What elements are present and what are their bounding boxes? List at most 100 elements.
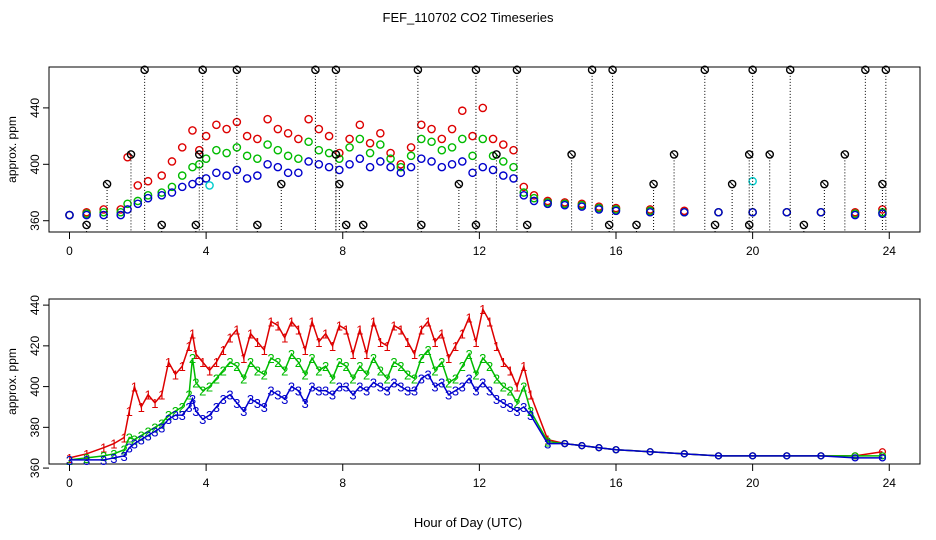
data-point	[99, 210, 108, 220]
data-point	[177, 182, 187, 192]
series-point-label: 3	[131, 437, 138, 452]
series-point-label: 1	[281, 331, 288, 346]
data-point	[335, 179, 344, 189]
y-tick-label: 420	[28, 336, 42, 356]
series-point-label: 2	[233, 359, 240, 374]
data-point	[406, 143, 416, 152]
data-point	[205, 181, 214, 190]
series-point-label: 3	[247, 392, 254, 407]
point-cross	[254, 222, 261, 228]
data-point	[263, 114, 272, 124]
data-point	[488, 134, 498, 144]
data-point	[608, 65, 617, 75]
data-point	[324, 162, 334, 172]
data-point	[314, 124, 324, 134]
data-point	[365, 162, 375, 172]
series-point-label: 3	[363, 384, 370, 399]
series-point-label: 1	[121, 431, 128, 446]
series-point-label: 2	[544, 435, 551, 450]
data-point	[212, 120, 221, 130]
data-point	[512, 65, 522, 75]
series-point-label: 2	[254, 363, 261, 378]
data-point	[799, 220, 809, 230]
point-cross	[278, 181, 285, 187]
series-point-label: 2	[438, 355, 445, 370]
series-point-label: 1	[192, 347, 199, 362]
series-point-label: 2	[199, 384, 206, 399]
series-point-label: 2	[349, 371, 356, 386]
series-point-label: 1	[308, 314, 315, 329]
series-point-label: 2	[131, 433, 138, 448]
series-point-label: 2	[370, 351, 377, 366]
data-point	[314, 145, 324, 155]
point-cross	[589, 67, 595, 73]
series-point-label: 2	[411, 371, 418, 386]
series-point-label: 3	[336, 380, 343, 395]
plot-frame	[48, 66, 921, 233]
data-point	[417, 120, 426, 130]
series-point-label: 2	[189, 351, 196, 366]
series-point-label: 1	[66, 451, 73, 466]
series-point-label: 1	[418, 323, 425, 338]
data-point	[345, 134, 354, 144]
data-point	[744, 150, 754, 159]
data-point	[232, 65, 242, 75]
point-cross	[650, 181, 657, 187]
series-point-label: 2	[185, 388, 192, 403]
series-point-label: 2	[206, 380, 213, 395]
point-cross	[336, 181, 343, 187]
series-point-label: 1	[336, 318, 343, 333]
data-point	[345, 143, 354, 152]
point-cross	[671, 151, 677, 158]
data-point	[331, 150, 341, 159]
series-point-label: 2	[390, 355, 397, 370]
data-point	[167, 182, 177, 192]
data-point	[283, 151, 293, 161]
series-point-label: 2	[267, 351, 274, 366]
series-point-label: 1	[220, 343, 227, 358]
point-cross	[234, 67, 240, 73]
data-point	[509, 174, 518, 183]
series-point-label: 2	[302, 367, 309, 382]
data-point	[188, 162, 197, 172]
series-point-label: 2	[520, 380, 527, 395]
data-point	[157, 188, 167, 197]
series-point-label: 3	[302, 396, 309, 411]
data-point	[253, 134, 262, 144]
series-point-label: 3	[226, 388, 233, 403]
data-point	[878, 454, 887, 462]
data-point	[201, 174, 211, 183]
series-point-label: 1	[329, 339, 336, 354]
series-point-label: 3	[83, 453, 90, 468]
data-point	[65, 210, 74, 220]
y-tick-label: 360	[28, 210, 42, 230]
series-point-label: 1	[507, 363, 514, 378]
series-point-label: 1	[151, 396, 158, 411]
point-cross	[821, 181, 828, 187]
series-point-label: 2	[179, 400, 186, 415]
series-point-label: 3	[189, 392, 196, 407]
series-point-label: 2	[144, 424, 151, 439]
data-point	[294, 154, 303, 163]
series-point-label: 1	[233, 323, 240, 338]
data-point	[157, 220, 167, 230]
data-point	[341, 220, 351, 230]
series-point-label: 3	[493, 392, 500, 407]
data-point	[222, 171, 231, 180]
series-point-label: 3	[165, 412, 172, 427]
series-point-label: 3	[100, 453, 107, 468]
series-point-label: 1	[199, 355, 206, 370]
point-cross	[801, 222, 807, 228]
data-point	[560, 200, 570, 210]
data-point	[365, 148, 375, 158]
series-point-label: 3	[404, 384, 411, 399]
data-point	[417, 220, 426, 230]
series-point-label: 2	[226, 355, 233, 370]
data-point	[365, 138, 375, 148]
data-point	[498, 157, 508, 166]
data-point	[99, 205, 108, 214]
data-point	[427, 137, 436, 147]
series-point-label: 2	[121, 443, 128, 458]
data-point	[376, 157, 385, 166]
series-point-label: 3	[240, 404, 247, 419]
